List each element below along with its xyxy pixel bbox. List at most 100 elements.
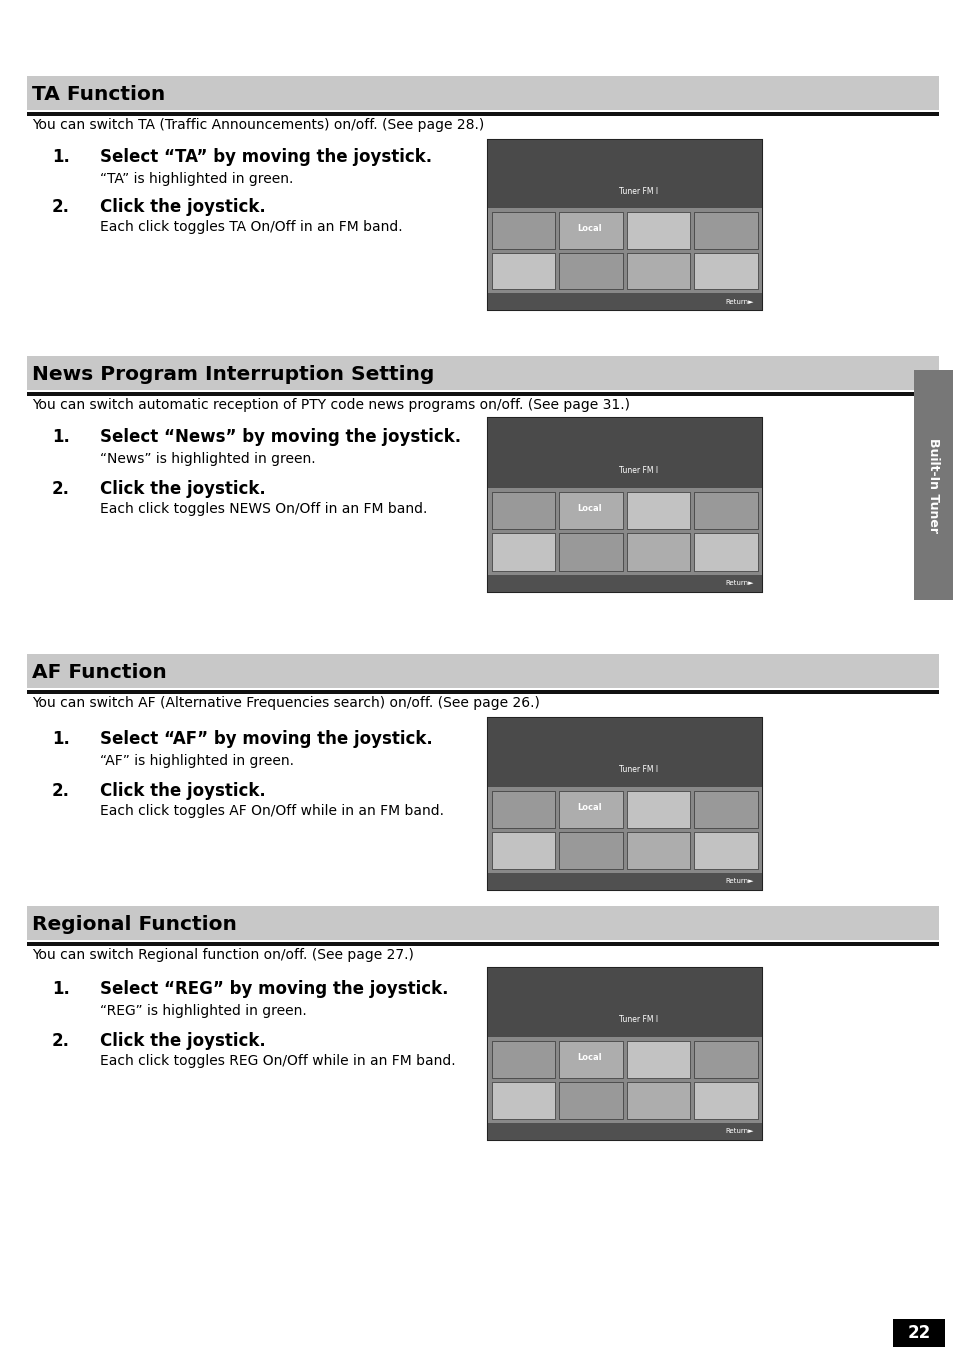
Bar xyxy=(694,791,758,828)
Text: Regional Function: Regional Function xyxy=(32,916,236,935)
Bar xyxy=(492,492,555,528)
Text: Click the joystick.: Click the joystick. xyxy=(100,480,266,499)
Bar xyxy=(488,293,761,310)
Text: Click the joystick.: Click the joystick. xyxy=(100,198,266,215)
Text: News Program Interruption Setting: News Program Interruption Setting xyxy=(32,366,434,385)
Text: Local: Local xyxy=(577,1053,601,1062)
Text: 2.: 2. xyxy=(52,480,70,499)
Bar xyxy=(558,492,622,528)
Bar xyxy=(558,252,622,289)
Text: 22: 22 xyxy=(906,1324,929,1341)
Bar xyxy=(626,533,690,570)
Text: Return►: Return► xyxy=(724,1129,753,1134)
Bar xyxy=(27,690,938,694)
Bar xyxy=(488,1037,761,1123)
Bar xyxy=(488,1123,761,1140)
Bar xyxy=(558,832,622,869)
Bar xyxy=(488,967,761,1140)
Bar xyxy=(492,832,555,869)
Text: Local: Local xyxy=(577,224,601,233)
Text: Each click toggles REG On/Off while in an FM band.: Each click toggles REG On/Off while in a… xyxy=(100,1054,456,1068)
Text: “AF” is highlighted in green.: “AF” is highlighted in green. xyxy=(100,753,294,768)
Text: Select “AF” by moving the joystick.: Select “AF” by moving the joystick. xyxy=(100,730,433,748)
Text: Each click toggles NEWS On/Off in an FM band.: Each click toggles NEWS On/Off in an FM … xyxy=(100,501,427,516)
Text: 2.: 2. xyxy=(52,782,70,799)
Text: Return►: Return► xyxy=(724,298,753,305)
Bar xyxy=(694,832,758,869)
Text: You can switch AF (Alternative Frequencies search) on/off. (See page 26.): You can switch AF (Alternative Frequenci… xyxy=(32,696,539,710)
Bar xyxy=(892,1318,944,1347)
Bar xyxy=(488,718,761,890)
Bar xyxy=(694,492,758,528)
Bar xyxy=(488,488,761,575)
Bar xyxy=(488,718,761,787)
Text: Local: Local xyxy=(577,804,601,812)
Text: You can switch TA (Traffic Announcements) on/off. (See page 28.): You can switch TA (Traffic Announcements… xyxy=(32,118,484,131)
Text: Select “News” by moving the joystick.: Select “News” by moving the joystick. xyxy=(100,428,460,446)
Bar xyxy=(492,1041,555,1077)
Text: Tuner FM I: Tuner FM I xyxy=(618,187,658,195)
Bar xyxy=(488,209,761,293)
Bar xyxy=(492,791,555,828)
Bar xyxy=(694,252,758,289)
Bar xyxy=(694,211,758,248)
Text: Click the joystick.: Click the joystick. xyxy=(100,1033,266,1050)
Bar xyxy=(488,140,761,310)
Bar xyxy=(488,417,761,488)
Text: “News” is highlighted in green.: “News” is highlighted in green. xyxy=(100,453,315,466)
Text: 1.: 1. xyxy=(52,148,70,167)
Bar xyxy=(694,1041,758,1077)
Text: Tuner FM I: Tuner FM I xyxy=(618,466,658,474)
Bar xyxy=(558,1081,622,1119)
Text: 2.: 2. xyxy=(52,198,70,215)
Text: Select “REG” by moving the joystick.: Select “REG” by moving the joystick. xyxy=(100,980,448,999)
Bar xyxy=(558,533,622,570)
Text: TA Function: TA Function xyxy=(32,85,165,104)
Text: AF Function: AF Function xyxy=(32,664,167,683)
Text: Each click toggles AF On/Off while in an FM band.: Each click toggles AF On/Off while in an… xyxy=(100,804,443,818)
Bar xyxy=(488,575,761,592)
Text: Select “TA” by moving the joystick.: Select “TA” by moving the joystick. xyxy=(100,148,432,167)
Bar xyxy=(913,370,953,600)
Text: “TA” is highlighted in green.: “TA” is highlighted in green. xyxy=(100,172,294,186)
Bar xyxy=(626,252,690,289)
Bar xyxy=(626,1041,690,1077)
Bar xyxy=(488,140,761,209)
Bar xyxy=(558,1041,622,1077)
Text: Click the joystick.: Click the joystick. xyxy=(100,782,266,799)
Bar xyxy=(558,791,622,828)
Bar xyxy=(558,211,622,248)
Bar xyxy=(492,211,555,248)
Bar xyxy=(626,211,690,248)
Text: “REG” is highlighted in green.: “REG” is highlighted in green. xyxy=(100,1004,307,1018)
Bar xyxy=(492,252,555,289)
Text: 1.: 1. xyxy=(52,428,70,446)
Bar xyxy=(492,533,555,570)
Text: 1.: 1. xyxy=(52,730,70,748)
Text: Return►: Return► xyxy=(724,580,753,587)
Bar xyxy=(694,1081,758,1119)
Bar xyxy=(27,942,938,946)
Text: Built-In Tuner: Built-In Tuner xyxy=(926,438,940,533)
Bar xyxy=(626,1081,690,1119)
Bar xyxy=(488,873,761,890)
Bar xyxy=(488,787,761,873)
Text: 2.: 2. xyxy=(52,1033,70,1050)
Bar xyxy=(492,1081,555,1119)
Text: Local: Local xyxy=(577,504,601,514)
Text: Tuner FM I: Tuner FM I xyxy=(618,766,658,774)
Bar xyxy=(27,392,938,396)
Text: Return►: Return► xyxy=(724,878,753,885)
Text: 1.: 1. xyxy=(52,980,70,999)
Bar xyxy=(27,76,938,110)
Text: You can switch Regional function on/off. (See page 27.): You can switch Regional function on/off.… xyxy=(32,948,414,962)
Bar xyxy=(626,832,690,869)
Bar xyxy=(27,654,938,688)
Text: Each click toggles TA On/Off in an FM band.: Each click toggles TA On/Off in an FM ba… xyxy=(100,220,402,234)
Bar xyxy=(27,356,938,390)
Bar xyxy=(694,533,758,570)
Text: Tuner FM I: Tuner FM I xyxy=(618,1015,658,1024)
Text: You can switch automatic reception of PTY code news programs on/off. (See page 3: You can switch automatic reception of PT… xyxy=(32,398,629,412)
Bar xyxy=(626,492,690,528)
Bar xyxy=(488,417,761,592)
